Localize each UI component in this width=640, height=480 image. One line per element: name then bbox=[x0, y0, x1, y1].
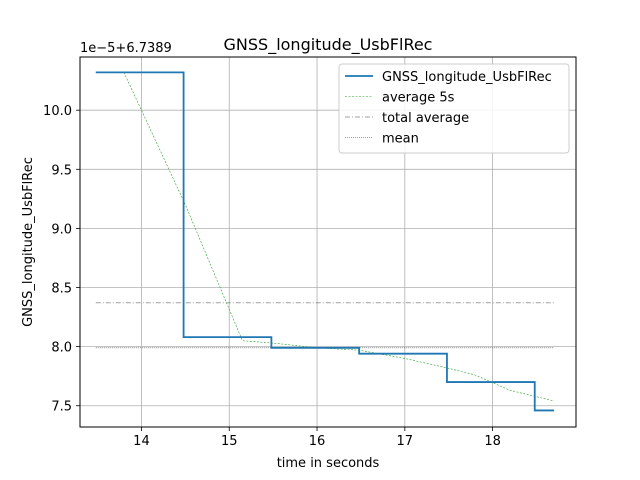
x-tick-label: 17 bbox=[397, 434, 414, 449]
y-tick-label: 9.0 bbox=[51, 222, 72, 237]
x-tick-label: 14 bbox=[133, 434, 150, 449]
offset-label: 1e−5+6.7389 bbox=[80, 41, 172, 56]
axes-frame bbox=[79, 56, 577, 428]
series-line-average-5s bbox=[95, 72, 555, 402]
y-tick-label: 8.5 bbox=[51, 282, 72, 297]
legend-label: average 5s bbox=[382, 91, 455, 106]
y-tick-label: 8.0 bbox=[51, 341, 72, 356]
series-line-gnss-longitude-usbflrec bbox=[95, 71, 555, 412]
y-tick-label: 10.0 bbox=[43, 104, 72, 119]
chart-title: GNSS_longitude_UsbFlRec bbox=[224, 35, 433, 55]
legend-box bbox=[338, 63, 570, 154]
y-axis-label: GNSS_longitude_UsbFlRec bbox=[21, 157, 36, 327]
x-tick-label: 15 bbox=[221, 434, 238, 449]
y-tick-label: 9.5 bbox=[51, 163, 72, 178]
y-tick-label: 7.5 bbox=[51, 400, 72, 415]
x-tick-label: 18 bbox=[484, 434, 501, 449]
legend-label: GNSS_longitude_UsbFlRec bbox=[382, 70, 552, 85]
ticks: 14 15 16 17 18 7.5 8.0 8.5 9.0 9.5 10.0 bbox=[43, 104, 501, 449]
legend-label: total average bbox=[382, 111, 469, 126]
x-axis-label: time in seconds bbox=[277, 456, 380, 471]
x-tick-label: 16 bbox=[309, 434, 326, 449]
plot-area bbox=[95, 71, 555, 412]
legend-label: mean bbox=[382, 132, 419, 147]
